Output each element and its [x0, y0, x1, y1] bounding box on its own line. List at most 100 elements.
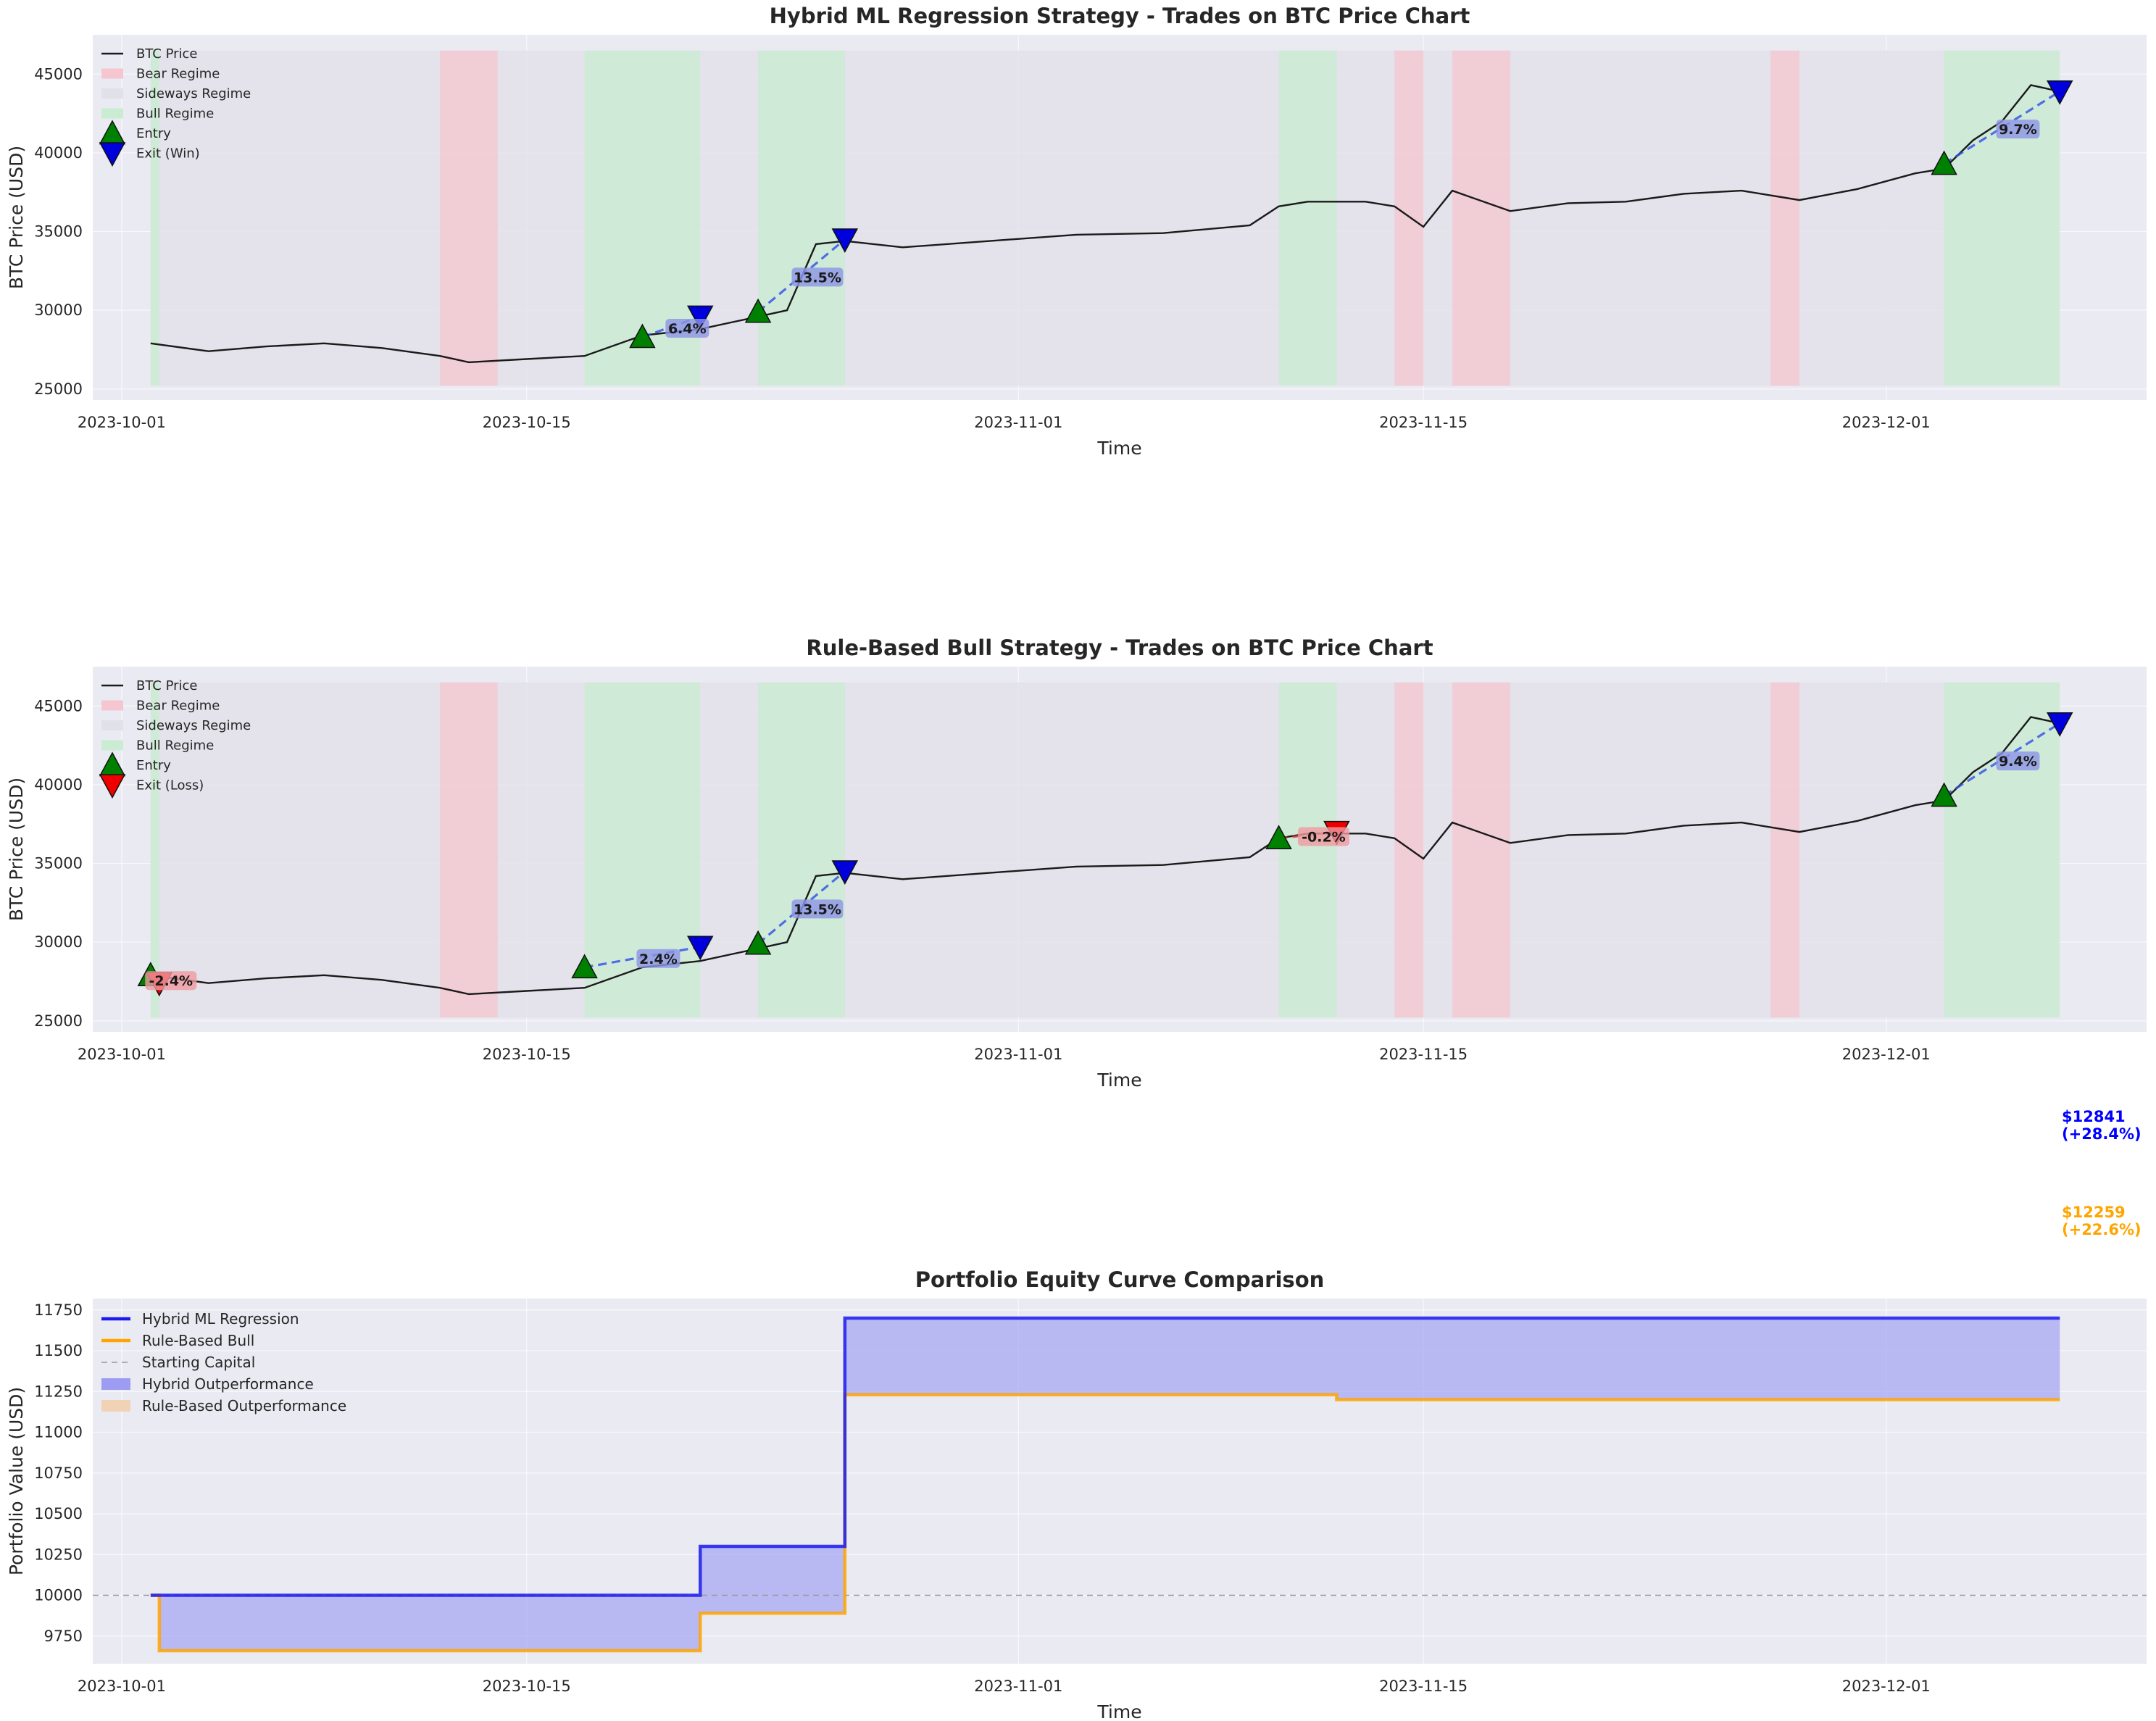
x-tick-label: 2023-11-15: [1379, 414, 1468, 431]
x-tick-label: 2023-11-15: [1379, 1046, 1468, 1063]
y-tick-label: 11500: [34, 1342, 83, 1359]
entry-marker: [1265, 825, 1292, 849]
hybrid-equity-line: [150, 1316, 2060, 1597]
bull-regime-band: [1944, 682, 2060, 1018]
y-tick-label: 35000: [34, 855, 83, 872]
chart-3: 9750 10000 10250 10500 10750 11000 11250 11500 1…: [6, 1267, 2147, 1721]
bear-regime-band: [1452, 50, 1510, 386]
x-tick-label: 2023-11-01: [974, 1678, 1062, 1695]
trade-label-box: [1996, 120, 2040, 139]
chart-title: Hybrid ML Regression Strategy - Trades o…: [770, 4, 1470, 28]
final-return-label: (+22.6%): [2062, 1221, 2142, 1238]
entry-marker: [1931, 782, 1957, 807]
bear-regime-band: [1452, 682, 1510, 1018]
y-tick-label: 25000: [34, 380, 83, 398]
y-tick-label: 10750: [34, 1464, 83, 1482]
bear-regime-band: [1394, 682, 1424, 1018]
legend-label: Hybrid ML Regression: [142, 1310, 299, 1328]
bear-regime-band: [439, 50, 498, 386]
x-tick-label: 2023-11-01: [974, 414, 1062, 431]
x-tick-label: 2023-10-01: [78, 1046, 166, 1063]
legend-label: Exit (Loss): [136, 778, 204, 793]
legend-label: Bull Regime: [136, 107, 214, 122]
y-axis-label: BTC Price (USD): [6, 146, 27, 289]
exit-win-marker: [831, 228, 859, 253]
bull-regime-band: [1278, 50, 1337, 386]
trade-return-label: 13.5%: [794, 270, 841, 286]
legend-swatch: [101, 1400, 130, 1412]
hybrid-outperformance-fill: [150, 1318, 2060, 1651]
x-tick-label: 2023-10-01: [78, 414, 166, 431]
bear-regime-band: [1770, 50, 1800, 386]
legend-label: BTC Price: [136, 678, 198, 693]
legend-label: Bull Regime: [136, 738, 214, 754]
y-tick-label: 30000: [34, 933, 83, 951]
trade-connector: [1943, 722, 2061, 797]
x-tick-label: 2023-10-15: [483, 1046, 571, 1063]
legend: BTC Price Bear Regime Sideways Regime Bull …: [99, 678, 251, 799]
trade-label-box: [1297, 827, 1349, 846]
trade-return-label: -2.4%: [149, 973, 193, 989]
y-tick-label: 10000: [34, 1587, 83, 1604]
chart-title: Rule-Based Bull Strategy - Trades on BTC…: [806, 636, 1433, 660]
final-value-label: $12841: [2062, 1108, 2126, 1125]
bear-regime-band: [1394, 50, 1424, 386]
x-axis-label: Time: [1096, 438, 1141, 459]
trade-connector: [1943, 90, 2061, 165]
legend-swatch: [101, 68, 123, 79]
trade-label-box: [636, 949, 680, 968]
legend-exit-marker: [99, 774, 126, 799]
trade-return-label: 9.4%: [1999, 754, 2037, 770]
entry-marker: [629, 323, 656, 349]
chart-2: 25000 30000 35000 40000 45000 2023-10-01 2023-…: [6, 636, 2147, 1091]
legend-label: Rule-Based Outperformance: [142, 1397, 346, 1414]
x-tick-label: 2023-10-15: [483, 1678, 571, 1695]
legend-label: BTC Price: [136, 46, 198, 62]
chart-1: 25000 30000 35000 40000 45000 2023-10-01 2023-…: [6, 4, 2147, 459]
legend-label: Sideways Regime: [136, 718, 251, 733]
bear-regime-band: [1770, 682, 1800, 1018]
trade-return-label: 9.7%: [1999, 122, 2037, 138]
chart-title: Portfolio Equity Curve Comparison: [915, 1267, 1325, 1292]
legend-swatch: [101, 740, 123, 751]
y-tick-label: 30000: [34, 301, 83, 319]
legend-swatch: [101, 700, 123, 711]
trade-label-box: [665, 318, 709, 338]
trade-return-label: 6.4%: [668, 321, 707, 337]
x-axis-label: Time: [1096, 1070, 1141, 1091]
x-tick-label: 2023-12-01: [1842, 414, 1931, 431]
exit-win-marker: [831, 860, 859, 885]
exit-win-marker: [2046, 712, 2073, 737]
x-tick-label: 2023-12-01: [1842, 1046, 1931, 1063]
x-tick-label: 2023-10-01: [78, 1678, 166, 1695]
legend-label: Bear Regime: [136, 67, 220, 82]
y-tick-label: 11000: [34, 1424, 83, 1441]
x-tick-label: 2023-11-15: [1379, 1678, 1468, 1695]
y-tick-label: 45000: [34, 697, 83, 714]
y-tick-label: 40000: [34, 776, 83, 793]
legend-label: Entry: [136, 126, 171, 141]
trade-return-label: 13.5%: [794, 901, 841, 917]
legend-swatch: [101, 720, 123, 730]
legend: BTC Price Bear Regime Sideways Regime Bull …: [99, 46, 251, 167]
bull-regime-band: [758, 682, 845, 1018]
trade-label-box: [145, 971, 197, 991]
y-tick-label: 35000: [34, 223, 83, 241]
legend-label: Bear Regime: [136, 699, 220, 714]
y-tick-label: 11750: [34, 1301, 83, 1319]
bull-regime-band: [758, 50, 845, 386]
legend-label: Starting Capital: [142, 1354, 255, 1371]
legend-label: Hybrid Outperformance: [142, 1375, 314, 1393]
entry-marker: [1931, 150, 1957, 175]
rule-based-equity-line: [150, 1393, 2060, 1653]
y-tick-label: 10500: [34, 1505, 83, 1522]
legend: Hybrid ML Regression Rule-Based Bull Start…: [101, 1310, 346, 1414]
y-tick-label: 25000: [34, 1012, 83, 1030]
y-tick-label: 40000: [34, 144, 83, 162]
y-axis-label: BTC Price (USD): [6, 778, 27, 921]
entry-marker: [744, 298, 772, 323]
exit-win-marker: [2046, 80, 2073, 105]
legend-swatch: [101, 108, 123, 119]
y-tick-label: 11250: [34, 1383, 83, 1400]
